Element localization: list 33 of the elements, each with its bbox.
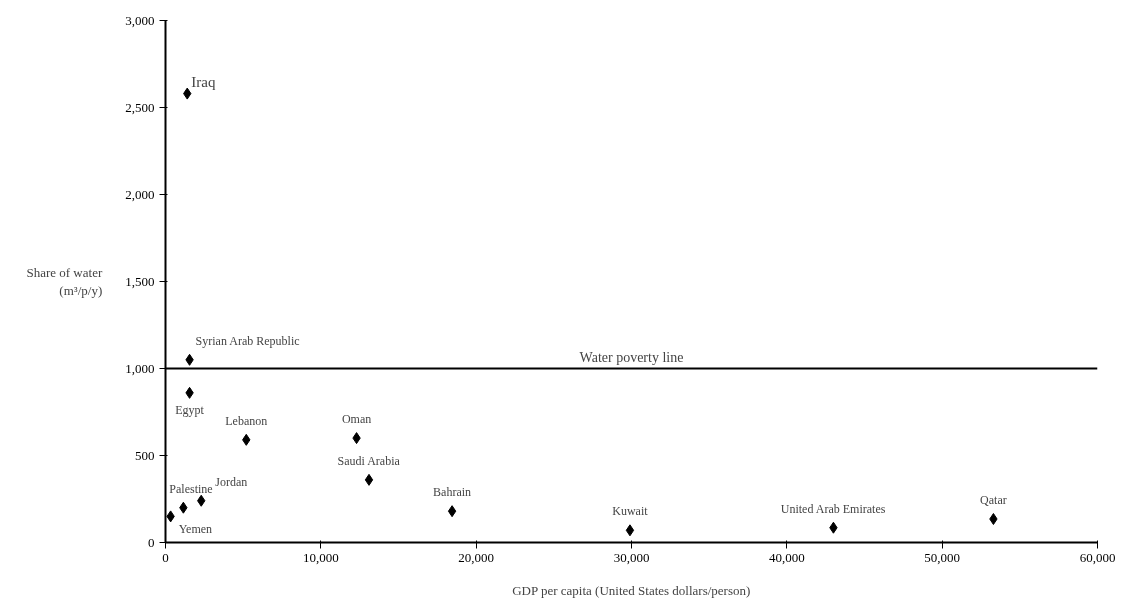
annotation: Egypt	[175, 402, 205, 417]
y-tick-label: 1,500	[125, 273, 155, 289]
x-tick-label: 30,000	[613, 549, 650, 565]
x-tick-label: 10,000	[302, 549, 339, 565]
y-tick-label: 1,000	[125, 360, 155, 376]
y-axis-title: Share of water (m³/p/y)	[26, 265, 103, 298]
x-tick-label: 20,000	[458, 549, 495, 565]
y-tick-label: 0	[148, 534, 155, 550]
annotation: Yemen	[178, 522, 213, 537]
annotation: Kuwait	[612, 504, 649, 519]
x-tick-label: 40,000	[768, 549, 805, 565]
x-axis-title: GDP per capita (United States dollars/person)	[512, 582, 751, 598]
annotation: Lebanon	[225, 413, 268, 428]
annotation: Jordan	[215, 474, 248, 489]
annotation: Palestine	[169, 481, 213, 496]
ref-line-label: Water poverty line	[579, 349, 684, 365]
annotation: United Arab Emirates	[780, 501, 886, 516]
y-tick-label: 3,000	[125, 12, 155, 28]
x-tick-label: 50,000	[924, 549, 961, 565]
y-tick-label: 2,500	[125, 99, 155, 115]
y-tick-label: 2,000	[125, 186, 155, 202]
annotation: Saudi Arabia	[337, 453, 401, 468]
annotation: Syrian Arab Republic	[195, 333, 300, 348]
annotation: Qatar	[980, 493, 1007, 508]
point	[625, 524, 635, 537]
annotation: Iraq	[191, 73, 216, 90]
point	[364, 473, 374, 486]
annotation: Oman	[341, 412, 372, 427]
y-tick-label: 500	[135, 447, 155, 463]
x-tick-label: 60,000	[1079, 549, 1116, 565]
x-tick-label: 0	[162, 549, 169, 565]
point	[447, 505, 457, 518]
annotation: Bahrain	[433, 485, 472, 500]
